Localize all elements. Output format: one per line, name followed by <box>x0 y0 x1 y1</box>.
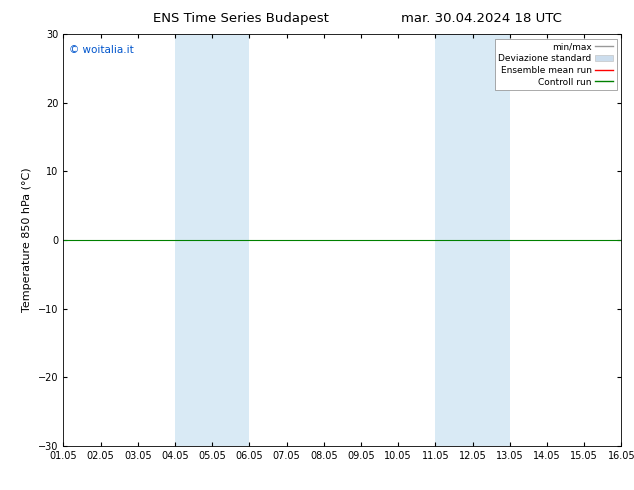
Text: mar. 30.04.2024 18 UTC: mar. 30.04.2024 18 UTC <box>401 12 562 25</box>
Text: © woitalia.it: © woitalia.it <box>69 45 134 54</box>
Text: ENS Time Series Budapest: ENS Time Series Budapest <box>153 12 329 25</box>
Bar <box>175 34 249 446</box>
Y-axis label: Temperature 850 hPa (°C): Temperature 850 hPa (°C) <box>22 168 32 313</box>
Legend: min/max, Deviazione standard, Ensemble mean run, Controll run: min/max, Deviazione standard, Ensemble m… <box>495 39 617 90</box>
Bar <box>436 34 510 446</box>
